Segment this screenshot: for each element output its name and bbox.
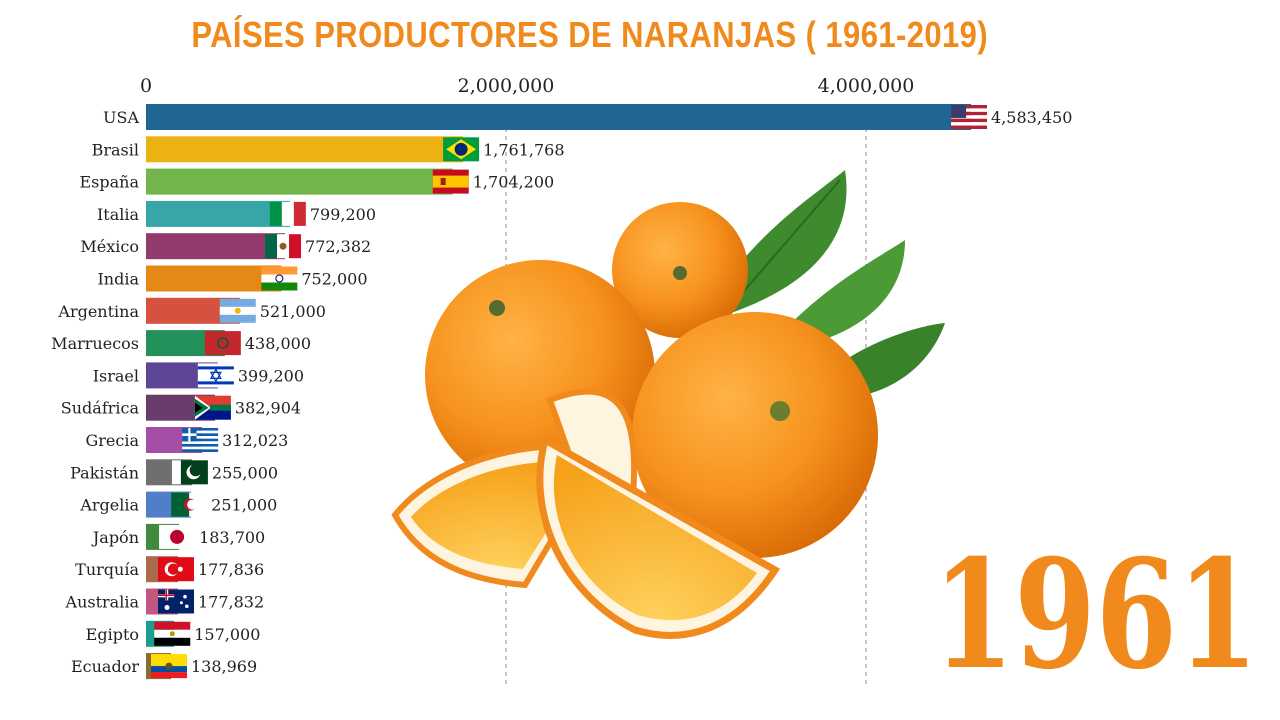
category-label: Israel — [93, 366, 139, 385]
category-label: India — [97, 270, 139, 289]
year-label: 1961 — [932, 527, 1258, 703]
value-label: 177,832 — [198, 593, 264, 612]
category-label: Argentina — [57, 302, 139, 321]
category-label: Italia — [97, 205, 140, 224]
flag-australia — [158, 589, 195, 614]
value-label: 255,000 — [212, 463, 278, 482]
value-label: 183,700 — [199, 528, 265, 547]
value-label: 177,836 — [198, 560, 264, 579]
category-label: Brasil — [92, 140, 139, 159]
flag-japon — [159, 524, 196, 549]
value-label: 1,704,200 — [473, 173, 554, 192]
value-label: 4,583,450 — [991, 108, 1072, 127]
flag-ecuador — [151, 654, 188, 679]
oranges-illustration — [391, 170, 945, 639]
x-tick-label: 2,000,000 — [458, 75, 555, 97]
value-label: 521,000 — [260, 302, 326, 321]
category-label: Marruecos — [51, 334, 139, 353]
value-label: 1,761,768 — [483, 140, 564, 159]
category-label: Egipto — [86, 625, 139, 644]
flag-italia — [269, 201, 306, 226]
leaf — [775, 240, 905, 350]
leaf — [845, 323, 945, 397]
category-label: España — [79, 173, 139, 192]
leaf — [715, 170, 847, 315]
value-label: 157,000 — [194, 625, 260, 644]
value-label: 312,023 — [222, 431, 288, 450]
value-label: 399,200 — [238, 366, 304, 385]
category-label: Pakistán — [70, 463, 139, 482]
category-label: Australia — [65, 593, 140, 612]
value-label: 251,000 — [211, 496, 277, 515]
orange — [632, 312, 878, 558]
category-label: Turquía — [75, 560, 139, 579]
flag-grecia — [182, 428, 219, 452]
x-tick-label: 4,000,000 — [818, 75, 915, 97]
value-label: 772,382 — [305, 237, 371, 256]
bar — [146, 233, 286, 260]
bar — [146, 265, 282, 292]
flag-usa — [951, 105, 988, 129]
value-label: 138,969 — [191, 657, 257, 676]
flag-egipto — [154, 621, 191, 646]
flag-argentina — [219, 298, 256, 323]
flag-sudafrica — [194, 395, 231, 420]
category-label: Sudáfrica — [61, 399, 140, 418]
flag-mexico — [265, 234, 302, 259]
bar — [146, 104, 972, 130]
bar — [146, 136, 464, 163]
flag-israel — [197, 363, 234, 388]
category-label: Argelia — [79, 496, 139, 515]
value-label: 438,000 — [245, 334, 311, 353]
flag-argelia — [171, 492, 208, 517]
x-tick-label: 0 — [140, 75, 152, 97]
value-label: 382,904 — [235, 399, 301, 418]
flag-brasil — [443, 137, 480, 162]
category-label: México — [80, 237, 139, 256]
bar — [146, 168, 453, 195]
category-label: Japón — [91, 528, 139, 547]
category-label: Ecuador — [71, 657, 139, 676]
flag-turquia — [158, 557, 195, 582]
chart-title: PAÍSES PRODUCTORES DE NARANJAS ( 1961-20… — [191, 14, 989, 55]
category-label: USA — [103, 108, 139, 127]
flag-espana — [432, 169, 469, 194]
flag-marruecos — [204, 331, 241, 356]
value-label: 752,000 — [301, 270, 367, 289]
value-label: 799,200 — [310, 205, 376, 224]
category-label: Grecia — [85, 431, 139, 450]
bar — [146, 200, 290, 227]
flag-pakistan — [171, 460, 208, 485]
flag-india — [261, 266, 298, 291]
